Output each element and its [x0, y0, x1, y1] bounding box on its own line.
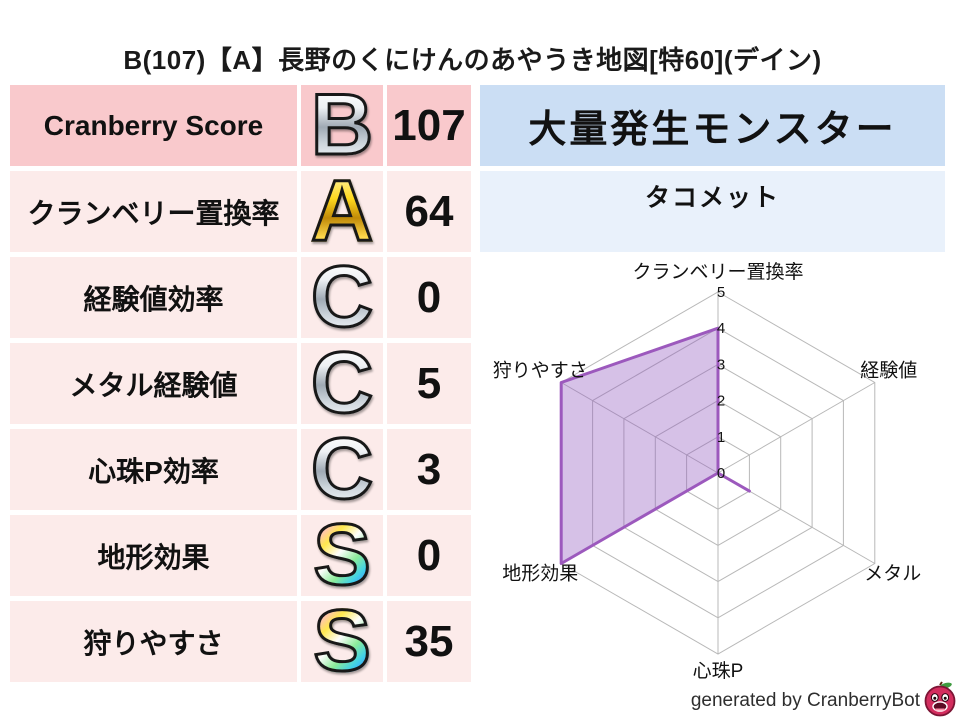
stat-label: 狩りやすさ: [83, 627, 224, 659]
radar-tick-label: 2: [717, 393, 725, 410]
stat-value: 0: [416, 530, 442, 580]
stat-label-cell: 心珠P効率: [10, 429, 297, 510]
stat-value-cell: 0: [387, 257, 471, 338]
grade-letter: C: [309, 249, 374, 345]
radar-chart: 0 1 2 3 4 5 クランベリー置換率経験値メタル心珠P 地形効果 狩りやすさ: [480, 250, 960, 695]
radar-tick-label: 1: [717, 429, 725, 446]
stat-label-cell: 狩りやすさ: [10, 601, 297, 682]
stat-label-cell: Cranberry Score: [10, 85, 297, 166]
monster-name: タコメット: [480, 171, 945, 252]
stat-value: 107: [392, 100, 466, 150]
page-title: B(107)【A】長野のくにけんのあやうき地図[特60](デイン): [123, 45, 822, 75]
stat-label: Cranberry Score: [43, 109, 264, 141]
stat-value: 35: [404, 616, 454, 666]
grade-cell: C: [301, 421, 383, 517]
monster-panel: 大量発生モンスター タコメット: [480, 85, 945, 252]
stat-value-cell: 0: [387, 515, 471, 596]
radar-tick-label: 0: [717, 465, 725, 482]
grade-cell: A: [301, 163, 383, 259]
stat-label-cell: 地形効果: [10, 515, 297, 596]
stat-label-cell: クランベリー置換率: [10, 171, 297, 252]
grade-letter: S: [312, 507, 372, 603]
stats-table: Cranberry Score B 107 クランベリー置換率 A 64 経験値…: [10, 77, 471, 689]
radar-axis-label: 経験値: [860, 360, 917, 382]
grade-letter: C: [309, 421, 374, 517]
grade-letter: B: [309, 77, 374, 173]
grade-letter: S: [312, 593, 372, 689]
radar-tick-label: 5: [717, 284, 725, 301]
grade-cell: S: [301, 593, 383, 689]
stat-label: 地形効果: [97, 541, 210, 573]
radar-tick-label: 3: [717, 356, 725, 373]
stat-label: 経験値効率: [83, 283, 224, 315]
stat-value-cell: 64: [387, 171, 471, 252]
stat-value-cell: 35: [387, 601, 471, 682]
grade-cell: B: [301, 77, 383, 173]
radar-axis-label: 心珠P: [693, 660, 744, 682]
grade-cell: C: [301, 335, 383, 431]
stat-value-cell: 3: [387, 429, 471, 510]
cranberry-bot-icon: [924, 681, 956, 717]
stat-value: 64: [404, 186, 454, 236]
radar-axis-label: メタル: [864, 563, 921, 585]
grade-cell: S: [301, 507, 383, 603]
radar-axis-label: クランベリー置換率: [632, 261, 803, 283]
stat-value: 5: [416, 358, 442, 408]
stat-value-cell: 107: [387, 85, 471, 166]
stat-label: 心珠P効率: [88, 455, 219, 487]
radar-axis-label: 地形効果: [502, 563, 578, 585]
stat-label-cell: メタル経験値: [10, 343, 297, 424]
stat-value: 0: [416, 272, 442, 322]
monster-panel-header: 大量発生モンスター: [480, 85, 945, 166]
grade-cell: C: [301, 249, 383, 345]
stat-label: メタル経験値: [69, 369, 238, 401]
radar-tick-label: 4: [717, 320, 725, 337]
radar-axis-label: 狩りやすさ: [493, 360, 588, 382]
stat-value: 3: [416, 444, 442, 494]
grade-letter: C: [309, 335, 374, 431]
stat-label-cell: 経験値効率: [10, 257, 297, 338]
grade-letter: A: [309, 163, 374, 259]
credit-text: generated by CranberryBot: [690, 690, 920, 711]
stat-value-cell: 5: [387, 343, 471, 424]
stat-label: クランベリー置換率: [27, 197, 280, 229]
